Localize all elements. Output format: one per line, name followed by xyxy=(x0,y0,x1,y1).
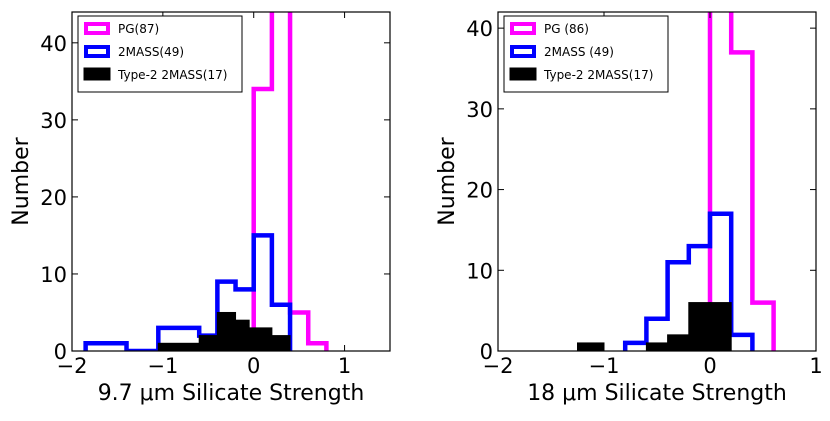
histogram-bar xyxy=(235,319,250,351)
legend: PG(87) 2MASS(49) Type-2 2MASS(17) xyxy=(77,15,243,93)
legend-label: 2MASS (49) xyxy=(544,45,614,59)
y-tick-label: 30 xyxy=(466,98,493,122)
x-tick-label: −1 xyxy=(147,354,178,378)
legend-label: Type-2 2MASS(17) xyxy=(117,68,227,82)
x-axis-label: 9.7 μm Silicate Strength xyxy=(98,381,365,406)
histogram-bar xyxy=(216,311,237,351)
y-tick-label: 10 xyxy=(466,259,493,283)
axes-frame xyxy=(71,11,391,352)
legend-swatch xyxy=(510,45,536,58)
series-pg xyxy=(251,12,329,351)
histogram-bar xyxy=(577,342,605,351)
y-tick-label: 10 xyxy=(40,263,67,287)
x-tick-label: 0 xyxy=(247,354,260,378)
histogram-bar xyxy=(645,342,669,351)
plot-area xyxy=(83,12,329,351)
x-tick-label: −2 xyxy=(483,354,514,378)
x-tick-label: −1 xyxy=(589,354,620,378)
legend-swatch xyxy=(83,67,111,81)
histogram-bar xyxy=(271,335,291,351)
y-tick-label: 20 xyxy=(466,179,493,203)
axes-frame xyxy=(497,11,817,352)
x-tick-label: 1 xyxy=(809,354,822,378)
y-tick-label: 40 xyxy=(40,32,67,56)
series-2mass xyxy=(83,233,293,351)
y-tick-label: 20 xyxy=(40,186,67,210)
legend-swatch xyxy=(509,67,537,81)
x-tick-label: 0 xyxy=(703,354,716,378)
x-tick-label: 1 xyxy=(338,354,351,378)
y-axis-label: Number xyxy=(435,136,460,225)
plot-area xyxy=(577,12,776,351)
legend-label: PG(87) xyxy=(118,22,159,36)
histogram-bar xyxy=(198,335,218,351)
histogram-bar xyxy=(688,302,711,351)
series-type2-2mass xyxy=(157,311,291,351)
histogram-step-line xyxy=(83,233,293,351)
legend: PG (86) 2MASS (49) Type-2 2MASS(17) xyxy=(503,15,669,93)
histogram-bar xyxy=(157,342,200,351)
series-type2-2mass xyxy=(577,302,732,351)
histogram-bar xyxy=(667,334,690,351)
histogram-bar xyxy=(248,327,273,351)
legend-swatch xyxy=(510,22,536,35)
legend-label: PG (86) xyxy=(544,22,589,36)
histogram-step-line xyxy=(251,12,329,351)
legend-label: Type-2 2MASS(17) xyxy=(543,68,653,82)
legend-swatch xyxy=(84,22,110,35)
x-axis-label: 18 μm Silicate Strength xyxy=(527,381,787,406)
y-tick-label: 0 xyxy=(480,340,493,364)
legend-swatch xyxy=(84,45,110,58)
histogram-bar xyxy=(709,302,732,351)
y-tick-label: 40 xyxy=(466,17,493,41)
y-tick-label: 0 xyxy=(54,340,67,364)
y-axis-label: Number xyxy=(9,136,34,225)
legend-label: 2MASS(49) xyxy=(118,45,184,59)
y-tick-label: 30 xyxy=(40,109,67,133)
histogram-step-line xyxy=(707,12,776,351)
x-tick-label: −2 xyxy=(57,354,88,378)
series-pg xyxy=(707,12,776,351)
